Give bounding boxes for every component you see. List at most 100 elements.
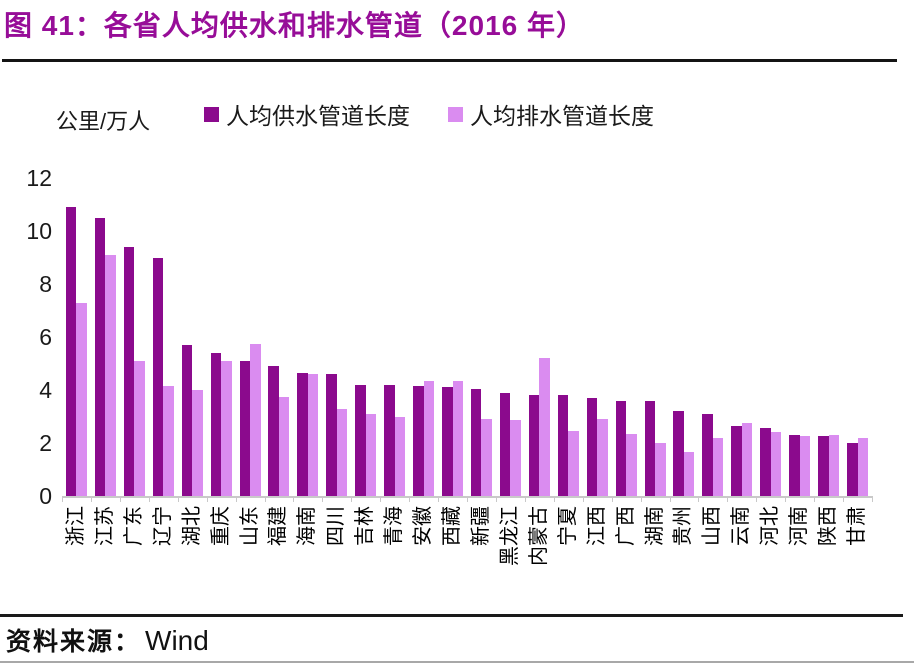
source-value: Wind <box>145 625 209 656</box>
x-axis-tick <box>843 496 845 502</box>
y-tick-label: 4 <box>39 377 52 403</box>
supply-bar-青海 <box>384 384 395 496</box>
x-axis-tick <box>872 496 873 502</box>
page-bottom-edge <box>0 661 914 663</box>
drainage-bar-江西 <box>597 419 608 496</box>
supply-bar-甘肃 <box>847 443 858 496</box>
supply-bar-吉林 <box>355 384 366 496</box>
x-label-海南: 海南 <box>296 506 319 616</box>
x-label-text: 广东 <box>122 506 145 546</box>
drainage-bar-浙江 <box>76 302 87 496</box>
x-label-黑龙江: 黑龙江 <box>498 506 521 616</box>
supply-bar-广西 <box>615 400 627 496</box>
x-label-text: 湖北 <box>180 506 203 546</box>
x-label-广东: 广东 <box>122 506 145 616</box>
drainage-bar-江苏 <box>105 254 116 496</box>
x-axis-tick <box>177 496 179 502</box>
x-label-湖北: 湖北 <box>180 506 203 616</box>
supply-bar-河南 <box>789 435 800 496</box>
x-axis-tick <box>698 496 700 502</box>
supply-bar-山西 <box>702 413 713 496</box>
x-label-text: 吉林 <box>354 506 377 546</box>
x-axis-tick <box>553 496 555 502</box>
x-label-text: 黑龙江 <box>498 506 521 566</box>
x-axis-tick <box>756 496 758 502</box>
x-axis-tick <box>62 496 63 502</box>
supply-bar-辽宁 <box>152 257 164 496</box>
x-label-text: 江西 <box>585 506 608 546</box>
supply-bar-新疆 <box>470 388 482 496</box>
drainage-bar-贵州 <box>683 452 695 496</box>
supply-legend-swatch-icon <box>204 106 219 122</box>
x-label-河北: 河北 <box>759 506 781 616</box>
y-tick-label: 0 <box>39 483 52 509</box>
supply-bar-贵州 <box>673 411 684 496</box>
x-label-吉林: 吉林 <box>354 506 377 616</box>
x-axis-tick <box>206 496 208 502</box>
x-label-text: 浙江 <box>64 506 87 546</box>
legend-item-drainage: 人均排水管道长度 <box>448 97 654 131</box>
supply-bar-四川 <box>326 374 337 496</box>
supply-bar-湖北 <box>181 344 193 496</box>
drainage-bar-吉林 <box>365 413 377 496</box>
x-label-text: 内蒙古 <box>527 506 550 566</box>
drainage-bar-河南 <box>799 436 811 496</box>
x-label-新疆: 新疆 <box>470 506 492 616</box>
x-axis-tick <box>90 496 92 502</box>
supply-bar-宁夏 <box>557 395 569 496</box>
drainage-bar-云南 <box>741 423 753 496</box>
x-label-甘肃: 甘肃 <box>846 506 869 616</box>
supply-bar-西藏 <box>442 387 453 496</box>
x-label-text: 山西 <box>701 506 724 546</box>
drainage-bar-海南 <box>307 374 319 496</box>
drainage-legend-swatch-icon <box>448 106 463 122</box>
y-axis-unit-label: 公里/万人 <box>56 109 151 134</box>
y-tick-label: 10 <box>26 218 52 244</box>
x-label-安徽: 安徽 <box>412 506 434 616</box>
x-label-text: 辽宁 <box>151 506 174 546</box>
supply-legend-label: 人均供水管道长度 <box>226 103 410 129</box>
x-label-云南: 云南 <box>730 506 753 616</box>
drainage-bar-陕西 <box>828 435 840 496</box>
x-axis-tick <box>409 496 411 502</box>
drainage-bar-四川 <box>336 408 348 496</box>
x-axis-tick <box>814 496 816 502</box>
drainage-bar-甘肃 <box>857 437 869 496</box>
supply-bar-广东 <box>123 246 135 496</box>
footer-divider <box>0 614 903 617</box>
x-axis-tick <box>351 496 353 502</box>
x-label-text: 重庆 <box>209 506 232 546</box>
drainage-bar-新疆 <box>481 419 492 496</box>
drainage-bar-重庆 <box>221 360 232 496</box>
drainage-legend-label: 人均排水管道长度 <box>470 103 654 129</box>
legend-item-supply: 人均供水管道长度 <box>204 97 410 131</box>
x-label-湖南: 湖南 <box>644 506 666 616</box>
supply-bar-内蒙古 <box>528 395 540 496</box>
x-label-text: 海南 <box>296 506 319 546</box>
x-label-text: 甘肃 <box>846 506 869 546</box>
x-axis-tick <box>495 496 497 502</box>
y-tick-label: 8 <box>39 271 52 297</box>
figure-title: 图 41：各省人均供水和排水管道（2016 年） <box>4 10 585 41</box>
x-label-text: 贵州 <box>672 506 695 546</box>
supply-bar-江苏 <box>94 217 106 496</box>
drainage-bar-内蒙古 <box>539 358 550 496</box>
x-label-辽宁: 辽宁 <box>151 506 174 616</box>
x-label-贵州: 贵州 <box>672 506 695 616</box>
x-label-text: 云南 <box>730 506 753 546</box>
x-label-text: 广西 <box>614 506 637 546</box>
x-label-text: 福建 <box>267 506 290 546</box>
x-label-text: 青海 <box>383 506 406 546</box>
drainage-bar-青海 <box>394 416 406 496</box>
supply-bar-山东 <box>239 360 251 496</box>
x-axis-tick <box>467 496 468 502</box>
x-label-江西: 江西 <box>585 506 608 616</box>
supply-bar-江西 <box>586 397 598 496</box>
x-label-重庆: 重庆 <box>209 506 232 616</box>
x-label-四川: 四川 <box>325 506 347 616</box>
supply-bar-海南 <box>297 372 308 496</box>
x-label-河南: 河南 <box>788 506 810 616</box>
x-label-内蒙古: 内蒙古 <box>527 506 550 616</box>
